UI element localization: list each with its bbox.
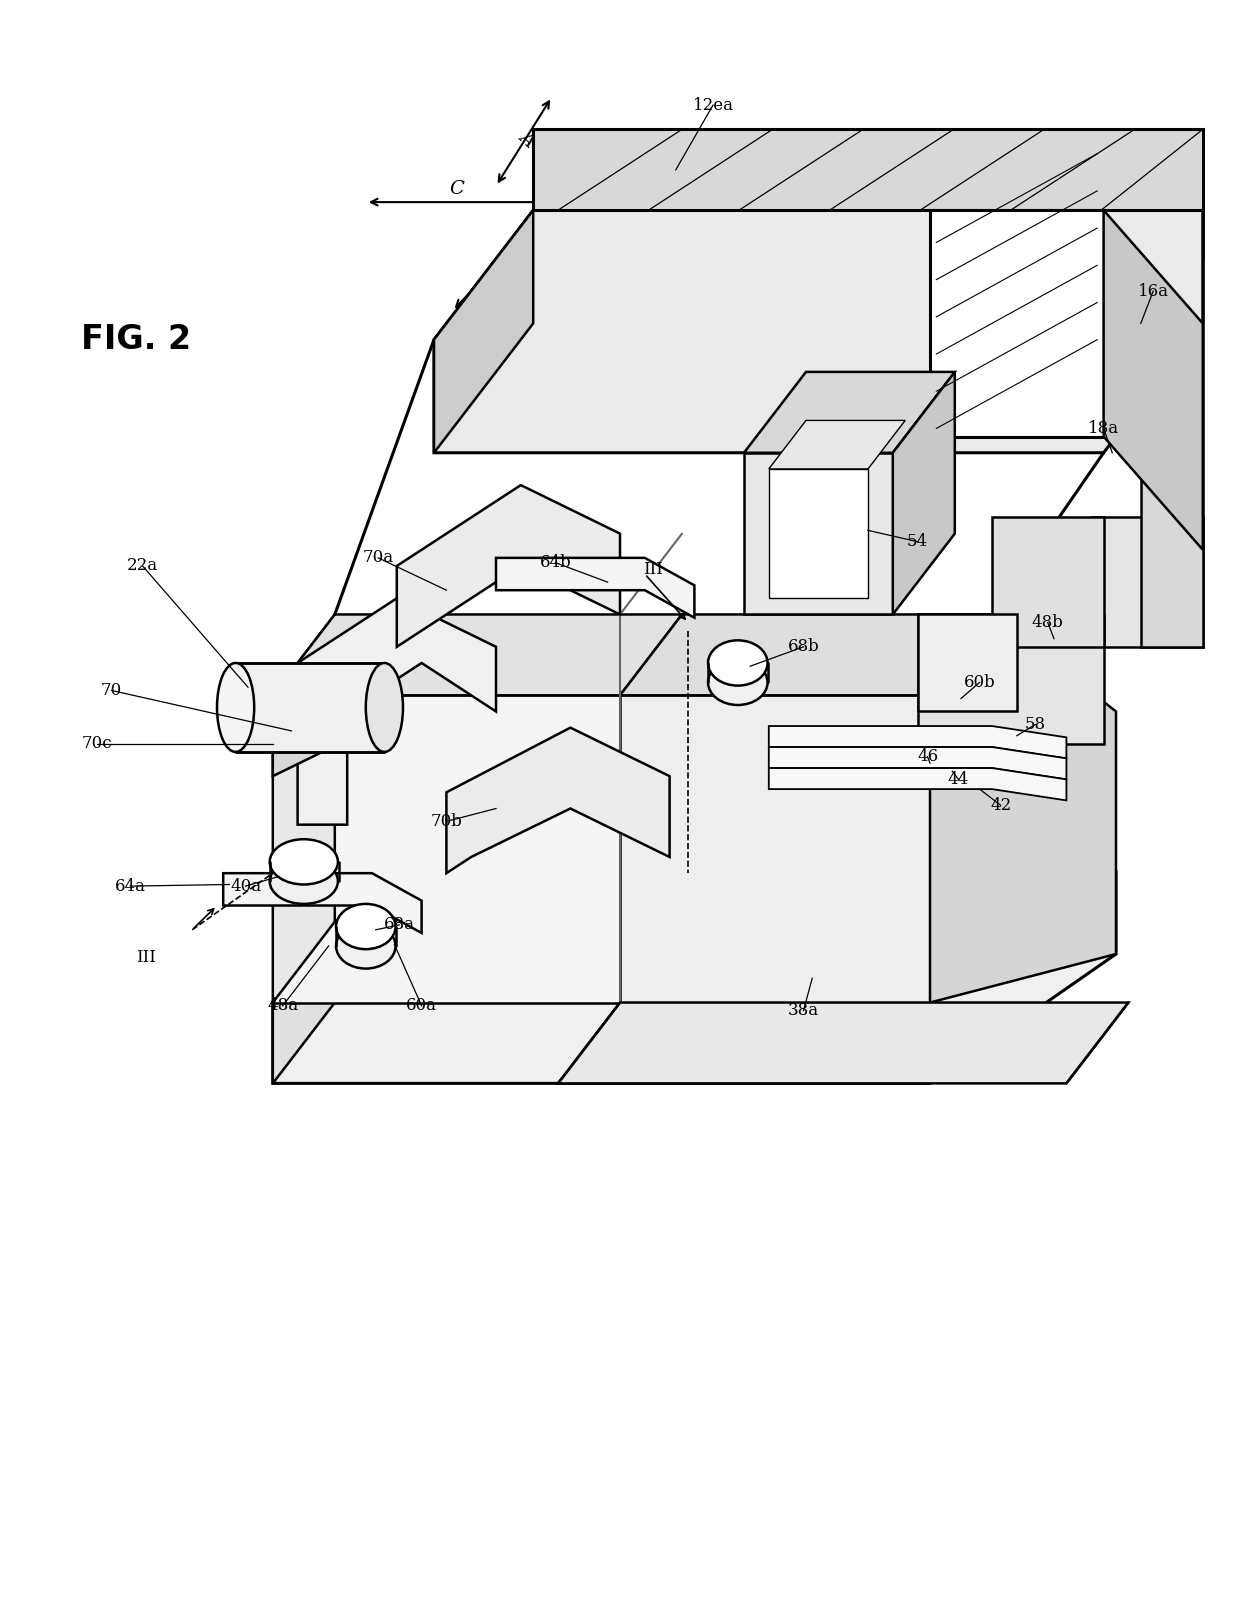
Polygon shape — [744, 453, 893, 614]
Text: 68a: 68a — [384, 917, 414, 933]
Polygon shape — [1091, 517, 1203, 647]
Text: 48a: 48a — [267, 998, 299, 1014]
Ellipse shape — [708, 660, 768, 705]
Text: B: B — [487, 254, 510, 277]
Polygon shape — [434, 210, 1203, 453]
Polygon shape — [620, 614, 992, 695]
Polygon shape — [1141, 146, 1203, 647]
Text: III: III — [644, 561, 663, 577]
Text: 70c: 70c — [82, 736, 112, 752]
Polygon shape — [918, 614, 1017, 711]
Text: 42: 42 — [990, 797, 1012, 813]
Polygon shape — [1104, 210, 1203, 550]
Polygon shape — [397, 485, 620, 647]
Text: 60b: 60b — [963, 674, 996, 690]
Polygon shape — [446, 728, 670, 873]
Ellipse shape — [336, 923, 396, 969]
Polygon shape — [620, 695, 930, 1003]
Polygon shape — [273, 614, 335, 1003]
Text: 48b: 48b — [1032, 614, 1064, 631]
Polygon shape — [930, 614, 1116, 1003]
Text: 70b: 70b — [430, 813, 463, 830]
Polygon shape — [769, 747, 1066, 779]
Text: 38a: 38a — [787, 1003, 820, 1019]
Polygon shape — [558, 1003, 1128, 1083]
Polygon shape — [298, 598, 496, 825]
Polygon shape — [769, 726, 1066, 758]
Ellipse shape — [217, 663, 254, 752]
Ellipse shape — [366, 663, 403, 752]
Text: C: C — [449, 179, 464, 199]
Ellipse shape — [708, 640, 768, 686]
Text: 54: 54 — [906, 534, 929, 550]
Ellipse shape — [270, 859, 337, 904]
Polygon shape — [273, 873, 1116, 1083]
Text: A: A — [516, 128, 538, 150]
Polygon shape — [273, 922, 335, 1083]
Text: 18a: 18a — [1087, 420, 1120, 437]
Polygon shape — [273, 687, 322, 776]
Polygon shape — [769, 420, 905, 469]
Text: III: III — [136, 949, 156, 965]
Text: 44: 44 — [947, 771, 970, 787]
Polygon shape — [434, 210, 533, 453]
Ellipse shape — [270, 839, 337, 884]
Text: 22a: 22a — [126, 558, 159, 574]
Text: 64b: 64b — [539, 555, 572, 571]
Polygon shape — [918, 614, 1104, 744]
Polygon shape — [744, 372, 955, 453]
Polygon shape — [496, 558, 694, 618]
Polygon shape — [992, 517, 1104, 647]
Text: 46: 46 — [916, 749, 939, 765]
Polygon shape — [273, 695, 620, 1003]
Text: 64a: 64a — [114, 878, 146, 894]
Text: 68b: 68b — [787, 639, 820, 655]
Text: 58: 58 — [1024, 716, 1047, 733]
Text: 16a: 16a — [1138, 283, 1168, 299]
Polygon shape — [273, 614, 682, 695]
Text: 70: 70 — [100, 682, 123, 699]
Polygon shape — [930, 210, 1104, 437]
Text: FIG. 2: FIG. 2 — [81, 323, 191, 356]
Polygon shape — [223, 873, 422, 933]
Text: 60a: 60a — [407, 998, 438, 1014]
Polygon shape — [893, 372, 955, 614]
Text: 12ea: 12ea — [692, 97, 734, 113]
Polygon shape — [533, 129, 1203, 210]
Ellipse shape — [336, 904, 396, 949]
Polygon shape — [236, 663, 384, 752]
Polygon shape — [769, 768, 1066, 800]
Polygon shape — [1091, 146, 1203, 259]
Text: 40a: 40a — [229, 878, 262, 894]
Text: 70a: 70a — [362, 550, 394, 566]
Polygon shape — [769, 469, 868, 598]
